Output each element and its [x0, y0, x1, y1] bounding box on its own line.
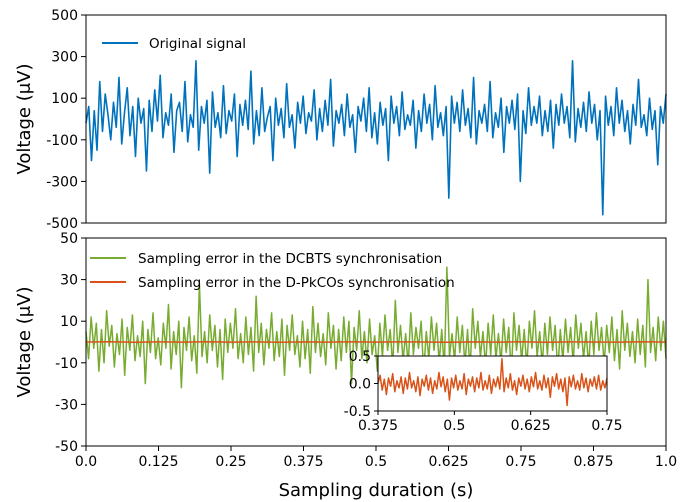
inset-xtick-label: 0.625 [511, 418, 551, 434]
legend-label-dpkcos: Sampling error in the D-PkCOs synchronis… [138, 275, 455, 291]
inset-xtick-label: 0.5 [443, 418, 465, 434]
top-legend: Original signal [102, 36, 246, 52]
bottom-y-axis-label: Voltage (μV) [14, 286, 35, 397]
bottom-series-0-line [85, 266, 667, 389]
inset-y-axis: -0.5 0.0 0.5 [344, 349, 378, 420]
x-axis-label: Sampling duration (s) [279, 480, 474, 501]
bottom-xtick-label: 0.75 [505, 454, 536, 470]
bottom-xtick-label: 0.0 [75, 454, 97, 470]
bottom-xtick-label: 0.875 [573, 454, 613, 470]
bottom-y-axis: -50 -30 -10 10 30 50 [55, 231, 86, 455]
legend-label-dcbts: Sampling error in the DCBTS synchronisat… [138, 251, 442, 267]
bottom-xtick-label: 0.625 [428, 454, 468, 470]
inset-panel: -0.5 0.0 0.5 0.375 0.5 0.625 0.75 [344, 349, 623, 434]
top-ytick-label: 300 [51, 50, 78, 66]
bottom-ytick-label: -10 [55, 356, 78, 372]
inset-plot-area [377, 358, 608, 407]
top-y-axis: -500 -300 -100 100 300 500 [46, 8, 86, 232]
top-series-0-line [85, 59, 667, 216]
inset-x-axis: 0.375 0.5 0.625 0.75 [358, 411, 623, 434]
bottom-xtick-label: 0.375 [283, 454, 323, 470]
top-ytick-label: -300 [46, 174, 78, 190]
bottom-ytick-label: -50 [55, 439, 78, 455]
bottom-legend: Sampling error in the DCBTS synchronisat… [90, 251, 455, 291]
bottom-xtick-label: 0.125 [138, 454, 178, 470]
bottom-ytick-label: -30 [55, 397, 78, 413]
bottom-xtick-label: 1.0 [655, 454, 677, 470]
inset-ytick-label: 0.5 [349, 349, 371, 365]
top-y-axis-label: Voltage (μV) [14, 63, 35, 174]
inset-ytick-label: 0.0 [349, 377, 371, 393]
bottom-ytick-label: 30 [60, 273, 78, 289]
top-plot-area [85, 59, 667, 216]
top-ytick-label: 100 [51, 91, 78, 107]
bottom-ytick-label: 50 [60, 231, 78, 247]
bottom-xtick-label: 0.25 [215, 454, 246, 470]
top-ytick-label: -100 [46, 133, 78, 149]
top-ytick-label: -500 [46, 216, 78, 232]
bottom-xtick-label: 0.5 [365, 454, 387, 470]
top-axes-frame [85, 14, 667, 224]
legend-label-original-signal: Original signal [149, 36, 246, 52]
bottom-panel: -50 -30 -10 10 30 50 0.0 0.125 0.25 0.375 0.5 0.62… [14, 231, 677, 501]
top-ytick-label: 500 [51, 8, 78, 24]
bottom-plot-area [85, 266, 667, 389]
inset-series-0-line [377, 358, 608, 407]
inset-ytick-label: -0.5 [344, 404, 371, 420]
top-panel: -500 -300 -100 100 300 500 Voltage (μV) Origi… [14, 8, 667, 232]
bottom-x-axis: 0.0 0.125 0.25 0.375 0.5 0.625 0.75 0.875 1.0 [75, 446, 677, 470]
inset-xtick-label: 0.75 [591, 418, 622, 434]
inset-xtick-label: 0.375 [358, 418, 398, 434]
bottom-ytick-label: 10 [60, 314, 78, 330]
